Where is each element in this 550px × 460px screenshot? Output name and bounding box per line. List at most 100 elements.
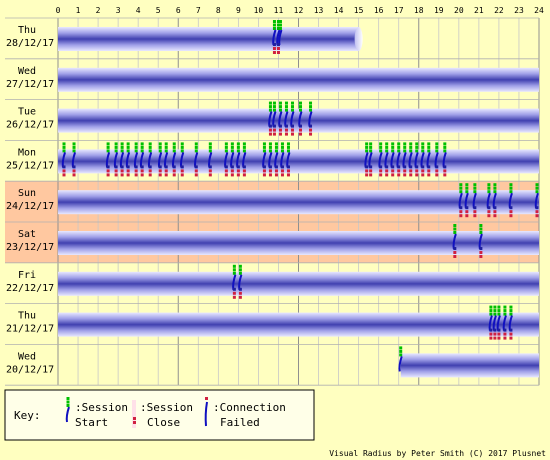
close-mark-red-top — [473, 210, 477, 214]
close-mark-red-low — [126, 173, 130, 177]
close-mark-blue — [286, 165, 290, 169]
start-mark-green-mid — [120, 145, 124, 149]
start-mark-green-low — [172, 149, 176, 153]
close-mark-red-top — [230, 169, 234, 173]
session-close-marker-3-29 — [397, 165, 401, 177]
close-mark-red-top — [493, 332, 497, 336]
close-mark-red-top — [164, 169, 168, 173]
day-label-1: Wed — [18, 66, 36, 77]
session-close-marker-3-7 — [140, 165, 144, 177]
session-close-marker-3-1 — [72, 165, 76, 177]
start-mark-green-mid — [284, 105, 288, 109]
start-mark-green-top — [268, 142, 272, 146]
start-mark-green-mid — [391, 145, 395, 149]
start-mark-green-top — [284, 101, 288, 105]
close-mark-blue — [427, 165, 431, 169]
start-mark-green-low — [66, 404, 70, 407]
start-mark-green-mid — [503, 309, 507, 313]
close-mark-red-top — [535, 210, 539, 214]
session-close-marker-3-35 — [435, 165, 439, 177]
close-mark-blue — [459, 206, 463, 210]
session-close-marker-3-0 — [62, 165, 66, 177]
close-mark-blue — [443, 165, 447, 169]
close-mark-blue — [509, 206, 513, 210]
close-mark-red-low — [385, 173, 389, 177]
key-start-line2: Start — [75, 416, 108, 429]
start-mark-green-mid — [379, 145, 383, 149]
close-mark-red-top — [286, 169, 290, 173]
close-mark-red-top — [106, 169, 110, 173]
session-close-marker-3-36 — [443, 165, 447, 177]
close-mark-red-top — [409, 169, 413, 173]
session-bar-1-0 — [58, 67, 539, 92]
start-mark-green-low — [479, 231, 483, 234]
session-close-marker-3-31 — [409, 165, 413, 177]
start-mark-green-low — [72, 149, 76, 153]
start-mark-green-top — [435, 142, 439, 146]
session-close-marker-6-1 — [238, 287, 242, 299]
start-mark-green-top — [391, 142, 395, 146]
start-mark-green-top — [134, 142, 138, 146]
hour-tick-label-8: 8 — [216, 6, 221, 15]
close-mark-red-top — [459, 210, 463, 214]
close-mark-red-low — [365, 173, 369, 177]
start-mark-green-top — [493, 305, 497, 309]
close-mark-red-low — [397, 173, 401, 177]
close-mark-red-low — [208, 173, 212, 177]
close-mark-red-low — [268, 132, 272, 136]
close-mark-red-top — [443, 169, 447, 173]
close-mark-red-top — [284, 128, 288, 132]
start-mark-green-top — [278, 20, 282, 23]
start-mark-green-top — [238, 264, 242, 268]
close-mark-blue — [140, 165, 144, 169]
close-mark-blue — [509, 328, 513, 332]
start-mark-green-low — [397, 149, 401, 153]
start-mark-green-mid — [278, 105, 282, 109]
close-mark-red-low — [369, 173, 373, 177]
start-mark-green-top — [403, 142, 407, 146]
close-mark-blue — [236, 165, 240, 169]
close-mark-blue — [379, 165, 383, 169]
start-mark-green-mid — [473, 186, 477, 190]
start-mark-green-top — [369, 142, 373, 146]
hour-tick-label-3: 3 — [116, 6, 121, 15]
start-mark-green-mid — [493, 186, 497, 190]
close-mark-red-low — [172, 173, 176, 177]
start-mark-green-mid — [238, 268, 242, 272]
close-mark-red-low — [274, 173, 278, 177]
start-mark-green-top — [148, 142, 152, 146]
close-mark-blue — [403, 165, 407, 169]
start-mark-green-top — [509, 183, 513, 187]
start-mark-green-low — [278, 108, 282, 112]
start-mark-green-top — [194, 142, 198, 146]
hour-tick-label-1: 1 — [76, 6, 81, 15]
close-mark-red-low — [489, 336, 493, 340]
session-close-marker-4-1 — [465, 206, 469, 218]
start-mark-green-low — [391, 149, 395, 153]
session-bar-3-0 — [58, 149, 539, 174]
start-mark-green-mid — [286, 145, 290, 149]
close-mark-red-top — [403, 169, 407, 173]
close-mark-red-top — [120, 169, 124, 173]
close-mark-blue — [224, 165, 228, 169]
close-mark-red-low — [473, 214, 477, 218]
close-mark-red-top — [236, 169, 240, 173]
start-mark-green-low — [290, 108, 294, 112]
start-mark-green-low — [106, 149, 110, 153]
start-mark-green-mid — [415, 145, 419, 149]
close-mark-blue — [299, 124, 303, 128]
close-mark-blue — [172, 165, 176, 169]
close-mark-red-low — [120, 173, 124, 177]
session-close-marker-3-17 — [236, 165, 240, 177]
close-mark-blue — [473, 206, 477, 210]
key-failed-stroke — [204, 401, 208, 427]
session-close-marker-3-24 — [365, 165, 369, 177]
start-mark-green-low — [272, 27, 276, 30]
session-close-marker-2-2 — [278, 124, 282, 136]
start-mark-green-top — [299, 101, 303, 105]
start-mark-green-low — [399, 353, 403, 357]
close-mark-blue — [385, 165, 389, 169]
day-label-3: Mon — [18, 147, 36, 158]
close-mark-red-low — [435, 173, 439, 177]
close-mark-red-low — [194, 173, 198, 177]
